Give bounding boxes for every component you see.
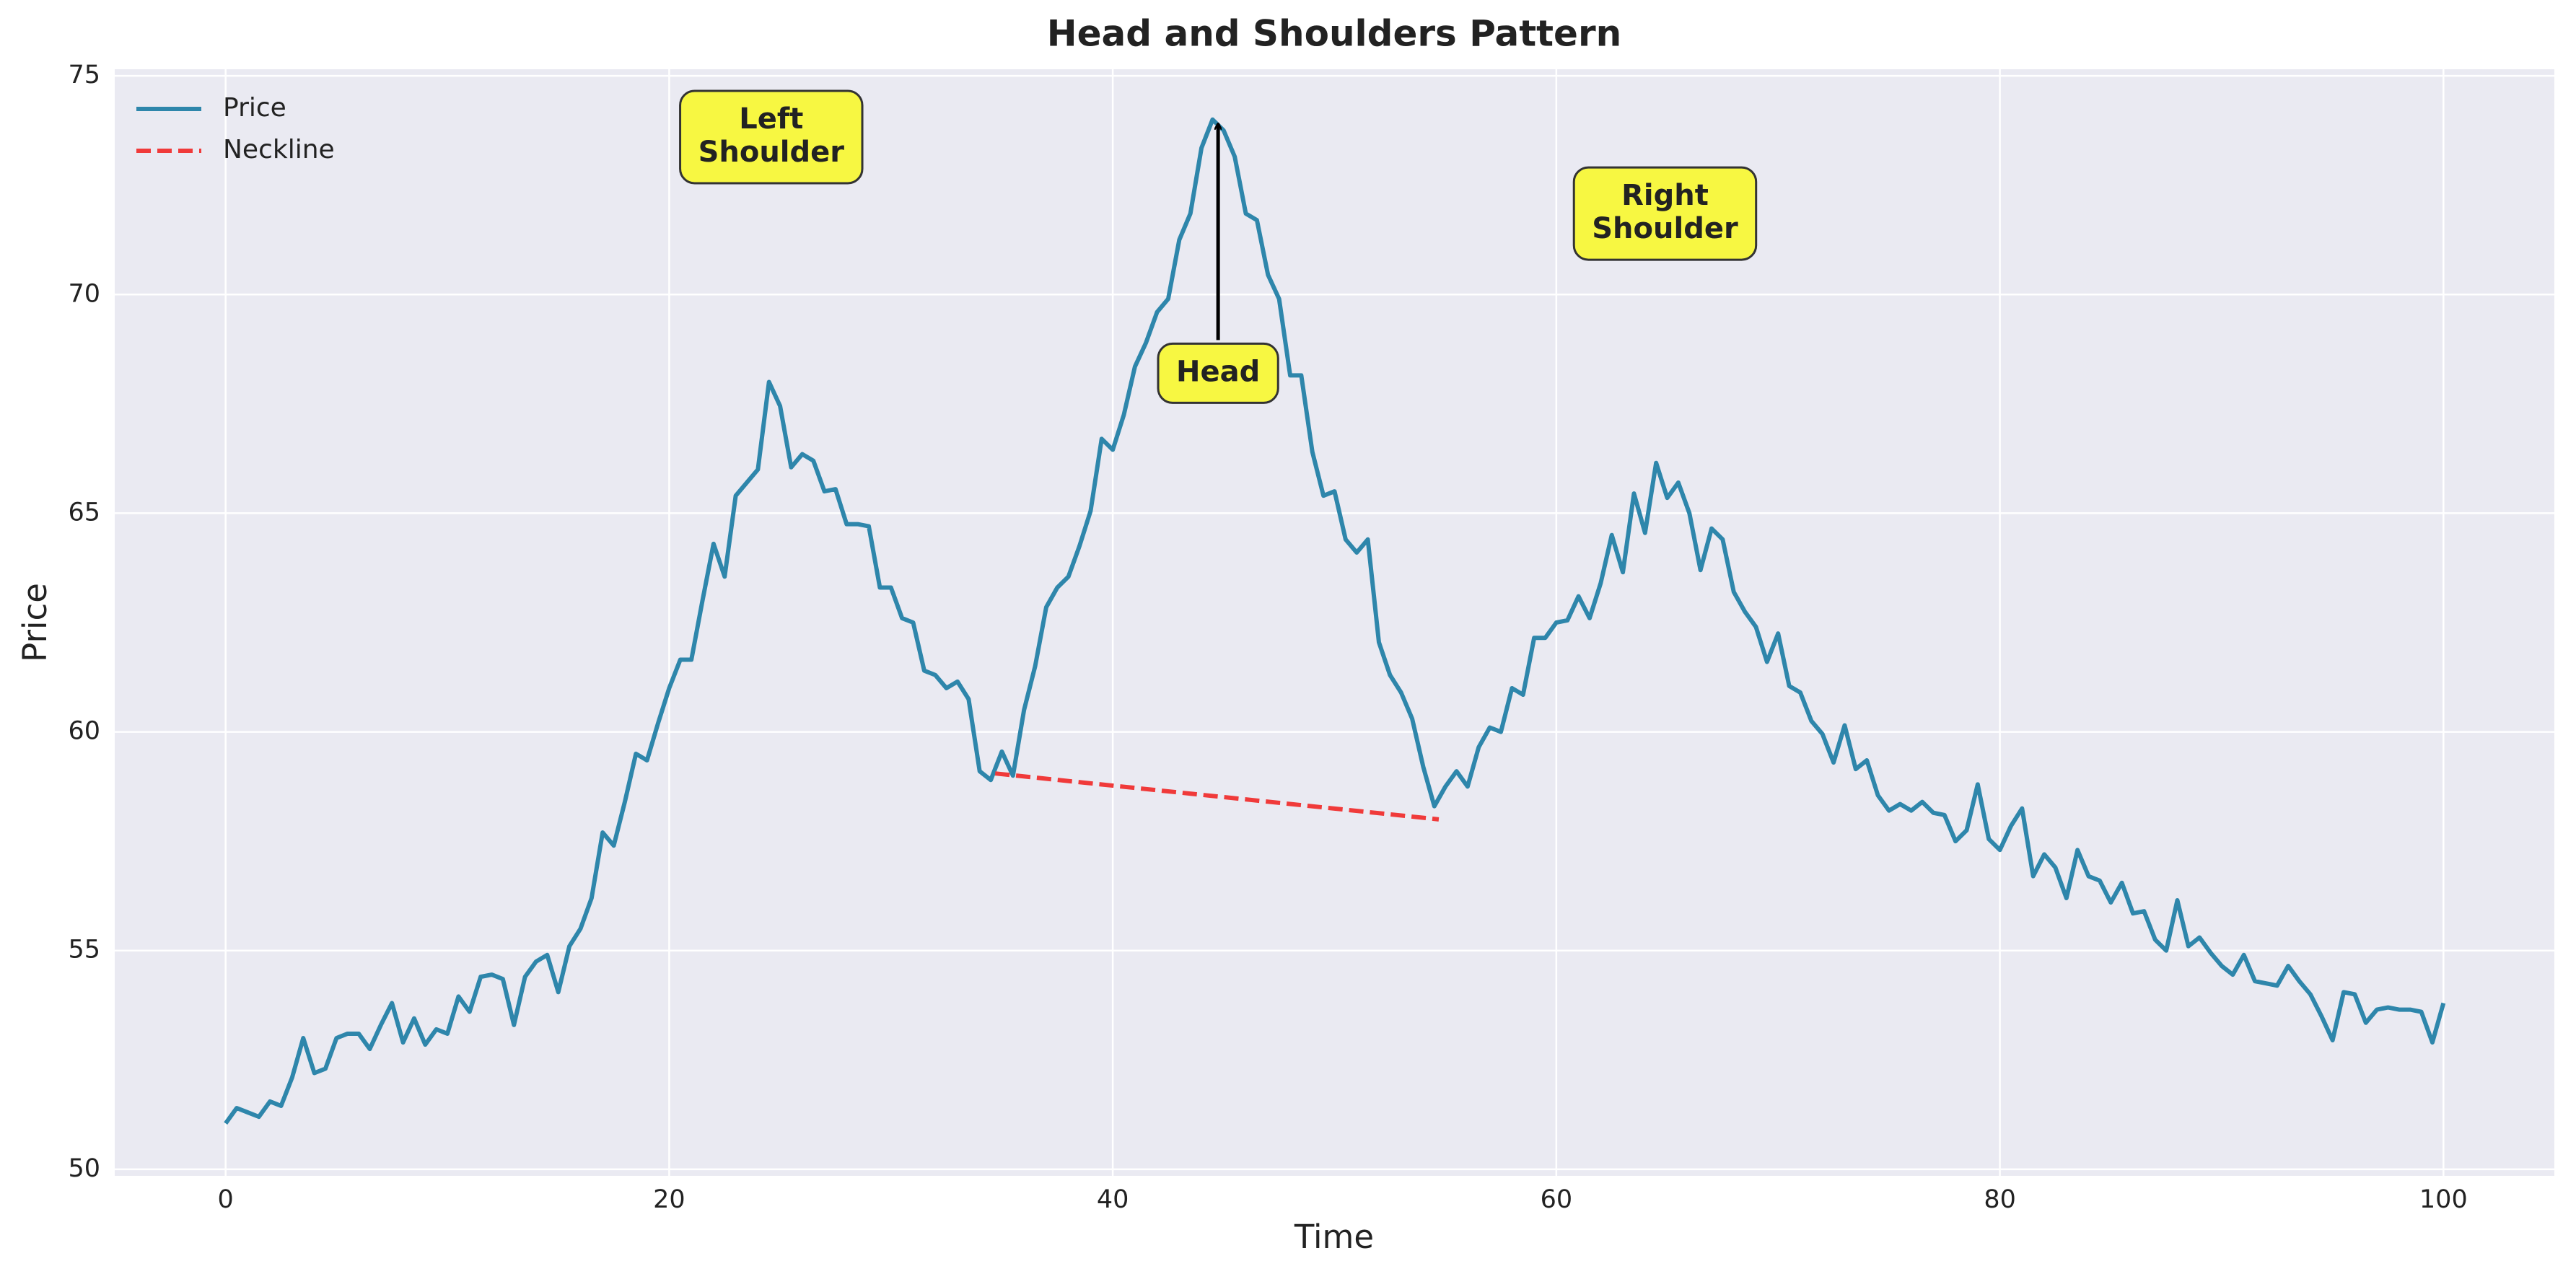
plot-area bbox=[115, 69, 2554, 1176]
y-tick-label: 70 bbox=[68, 279, 100, 308]
annotation-text: Left bbox=[739, 102, 803, 136]
x-axis-label: Time bbox=[1294, 1218, 1374, 1256]
annotation-box bbox=[1157, 342, 1279, 404]
annotation-text: Head bbox=[1176, 355, 1260, 388]
chart-title: Head and Shoulders Pattern bbox=[1047, 13, 1621, 55]
y-tick-label: 65 bbox=[68, 498, 100, 527]
legend-label: Price bbox=[223, 93, 286, 123]
y-tick-label: 50 bbox=[68, 1154, 100, 1183]
series-line bbox=[994, 771, 1440, 822]
annotation-text: Shoulder bbox=[1592, 212, 1738, 245]
series-line bbox=[224, 117, 2446, 1125]
annotation-box bbox=[1572, 166, 1758, 261]
annotation-text: Shoulder bbox=[698, 136, 845, 169]
y-tick-label: 55 bbox=[68, 936, 100, 964]
x-tick-label: 40 bbox=[1097, 1185, 1129, 1214]
annotation: Head bbox=[1157, 342, 1279, 404]
annotation-box bbox=[679, 89, 864, 185]
x-tick-label: 60 bbox=[1541, 1185, 1573, 1214]
x-tick-label: 20 bbox=[653, 1185, 685, 1214]
annotation-text: Right bbox=[1621, 179, 1709, 212]
x-tick-label: 100 bbox=[2419, 1185, 2468, 1214]
legend-label: Neckline bbox=[223, 135, 335, 164]
y-tick-label: 60 bbox=[68, 717, 100, 746]
y-axis-label: Price bbox=[16, 583, 54, 662]
x-tick-label: 80 bbox=[1984, 1185, 2016, 1214]
x-tick-label: 0 bbox=[218, 1185, 234, 1214]
y-tick-label: 75 bbox=[68, 61, 100, 89]
